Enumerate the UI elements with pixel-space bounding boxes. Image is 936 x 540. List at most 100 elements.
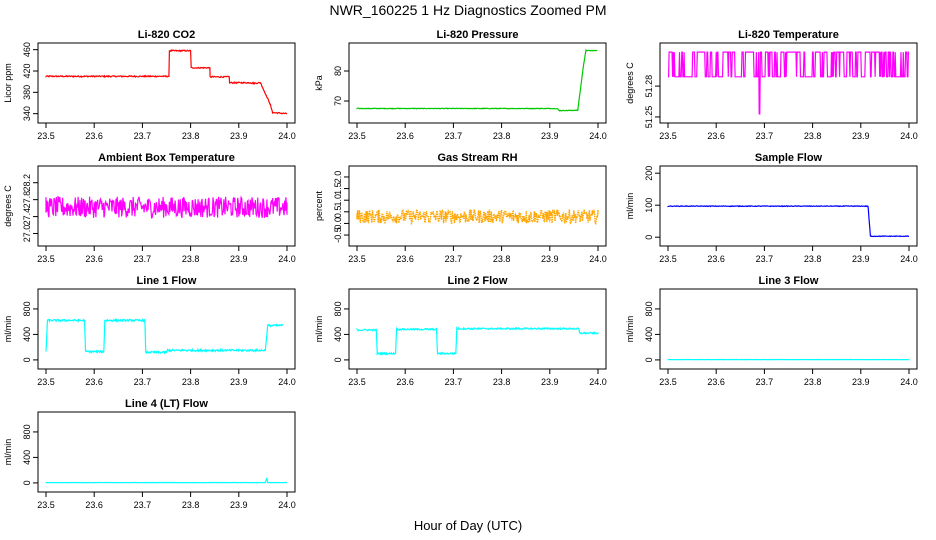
x-tick-label: 23.8 bbox=[182, 500, 200, 510]
x-tick-label: 23.9 bbox=[230, 500, 248, 510]
y-tick-label: 80 bbox=[333, 66, 343, 76]
y-tick-label: 27.0 bbox=[22, 225, 32, 243]
x-tick-label: 23.5 bbox=[37, 131, 55, 141]
panel-9: Line 3 Flow 23.5 23.6 23.7 23.8 23.9 24.0 0 400 8… bbox=[625, 275, 918, 387]
x-tick-label: 23.7 bbox=[445, 254, 463, 264]
x-tick-label: 23.5 bbox=[348, 131, 366, 141]
y-tick-label: 400 bbox=[644, 327, 654, 342]
y-tick-label: 0 bbox=[644, 357, 654, 362]
x-tick-label: 23.6 bbox=[396, 377, 414, 387]
x-tick-label: 23.5 bbox=[37, 377, 55, 387]
figure-title: NWR_160225 1 Hz Diagnostics Zoomed PM bbox=[329, 2, 607, 18]
panel-title: Li-820 Pressure bbox=[437, 29, 519, 41]
x-tick-label: 23.7 bbox=[756, 131, 774, 141]
y-tick-label: 400 bbox=[22, 327, 32, 342]
panel-title: Line 3 Flow bbox=[759, 275, 819, 287]
x-tick-label: 23.8 bbox=[493, 254, 511, 264]
x-tick-label: 24.0 bbox=[589, 377, 607, 387]
x-tick-label: 23.5 bbox=[659, 131, 677, 141]
series-line bbox=[45, 49, 288, 115]
x-tick-label: 23.7 bbox=[134, 131, 152, 141]
panel-1: Li-820 CO2 23.5 23.6 23.7 23.8 23.9 24.0 340 380… bbox=[3, 29, 296, 141]
y-tick-label: 400 bbox=[22, 450, 32, 465]
x-tick-label: 23.5 bbox=[659, 377, 677, 387]
y-axis-label: ml/min bbox=[314, 316, 324, 343]
x-tick-label: 23.9 bbox=[852, 131, 870, 141]
x-tick-label: 23.8 bbox=[182, 377, 200, 387]
y-tick-label: 1.5 bbox=[333, 182, 343, 195]
x-tick-label: 23.6 bbox=[85, 377, 103, 387]
x-tick-label: 23.7 bbox=[134, 254, 152, 264]
y-tick-label: 0 bbox=[22, 357, 32, 362]
plot-frame bbox=[348, 288, 607, 370]
y-tick-label: 2.0 bbox=[333, 171, 343, 184]
y-axis-label: ml/min bbox=[3, 439, 13, 466]
x-tick-label: 23.7 bbox=[445, 377, 463, 387]
x-tick-label: 23.9 bbox=[852, 254, 870, 264]
y-tick-label: 0 bbox=[644, 235, 654, 240]
x-tick-label: 24.0 bbox=[900, 254, 918, 264]
plot-frame bbox=[659, 165, 918, 247]
x-tick-label: 23.6 bbox=[85, 131, 103, 141]
panel-4: Ambient Box Temperature 23.5 23.6 23.7 23.8 2… bbox=[3, 152, 296, 264]
x-tick-label: 24.0 bbox=[900, 131, 918, 141]
y-tick-label: 0 bbox=[333, 357, 343, 362]
x-tick-label: 23.5 bbox=[348, 377, 366, 387]
y-tick-label: -0.5 bbox=[333, 227, 343, 243]
x-tick-label: 23.7 bbox=[756, 254, 774, 264]
series-line bbox=[356, 208, 599, 226]
x-tick-label: 23.9 bbox=[230, 254, 248, 264]
y-tick-label: 70 bbox=[333, 96, 343, 106]
x-tick-label: 23.9 bbox=[230, 377, 248, 387]
panel-8: Line 2 Flow 23.5 23.6 23.7 23.8 23.9 24.0 0 400 8… bbox=[314, 275, 607, 387]
plot-frame bbox=[659, 288, 918, 370]
x-tick-label: 24.0 bbox=[278, 131, 296, 141]
x-tick-label: 23.5 bbox=[37, 500, 55, 510]
plot-frame bbox=[348, 42, 607, 124]
y-axis-label: ml/min bbox=[625, 193, 635, 220]
plot-frame bbox=[37, 288, 296, 370]
panel-5: Gas Stream RH 23.5 23.6 23.7 23.8 23.9 24.0 -0.… bbox=[314, 152, 607, 264]
x-tick-label: 23.8 bbox=[493, 131, 511, 141]
x-tick-label: 24.0 bbox=[900, 377, 918, 387]
x-tick-label: 23.6 bbox=[707, 377, 725, 387]
x-tick-label: 23.9 bbox=[541, 254, 559, 264]
x-tick-label: 23.7 bbox=[134, 500, 152, 510]
x-tick-label: 23.9 bbox=[230, 131, 248, 141]
panel-title: Gas Stream RH bbox=[437, 152, 517, 164]
y-tick-label: 51.25 bbox=[644, 106, 654, 129]
x-tick-label: 23.7 bbox=[445, 131, 463, 141]
y-tick-label: 420 bbox=[22, 63, 32, 78]
y-tick-label: 340 bbox=[22, 106, 32, 121]
y-axis-label: kPa bbox=[314, 75, 324, 91]
panel-10: Line 4 (LT) Flow 23.5 23.6 23.7 23.8 23.9 24.0… bbox=[3, 398, 296, 510]
x-tick-label: 23.6 bbox=[85, 500, 103, 510]
x-tick-label: 23.5 bbox=[348, 254, 366, 264]
series-line bbox=[668, 51, 909, 115]
panel-6: Sample Flow 23.5 23.6 23.7 23.8 23.9 24.0 0 100 2… bbox=[625, 152, 918, 264]
y-axis-label: ml/min bbox=[625, 316, 635, 343]
x-tick-label: 24.0 bbox=[589, 254, 607, 264]
panel-title: Line 4 (LT) Flow bbox=[125, 398, 208, 410]
x-tick-label: 23.9 bbox=[852, 377, 870, 387]
y-axis-label: Licor ppm bbox=[3, 63, 13, 103]
y-tick-label: 800 bbox=[644, 301, 654, 316]
y-axis-label: degrees C bbox=[3, 185, 13, 227]
x-tick-label: 24.0 bbox=[278, 377, 296, 387]
panel-title: Sample Flow bbox=[755, 152, 823, 164]
x-tick-label: 24.0 bbox=[589, 131, 607, 141]
x-tick-label: 23.8 bbox=[804, 377, 822, 387]
plot-frame bbox=[348, 165, 607, 247]
y-tick-label: 460 bbox=[22, 42, 32, 57]
series-line bbox=[45, 477, 287, 484]
y-tick-label: 200 bbox=[644, 166, 654, 181]
y-tick-label: 51.28 bbox=[644, 75, 654, 98]
x-tick-label: 23.8 bbox=[182, 254, 200, 264]
panel-3: Li-820 Temperature 23.5 23.6 23.7 23.8 23.9 24… bbox=[625, 29, 918, 141]
x-tick-label: 24.0 bbox=[278, 254, 296, 264]
x-tick-label: 23.9 bbox=[541, 377, 559, 387]
y-axis-label: degrees C bbox=[625, 62, 635, 104]
plot-frame bbox=[37, 42, 296, 124]
y-tick-label: 0.5 bbox=[333, 206, 343, 219]
panel-title: Line 1 Flow bbox=[137, 275, 197, 287]
